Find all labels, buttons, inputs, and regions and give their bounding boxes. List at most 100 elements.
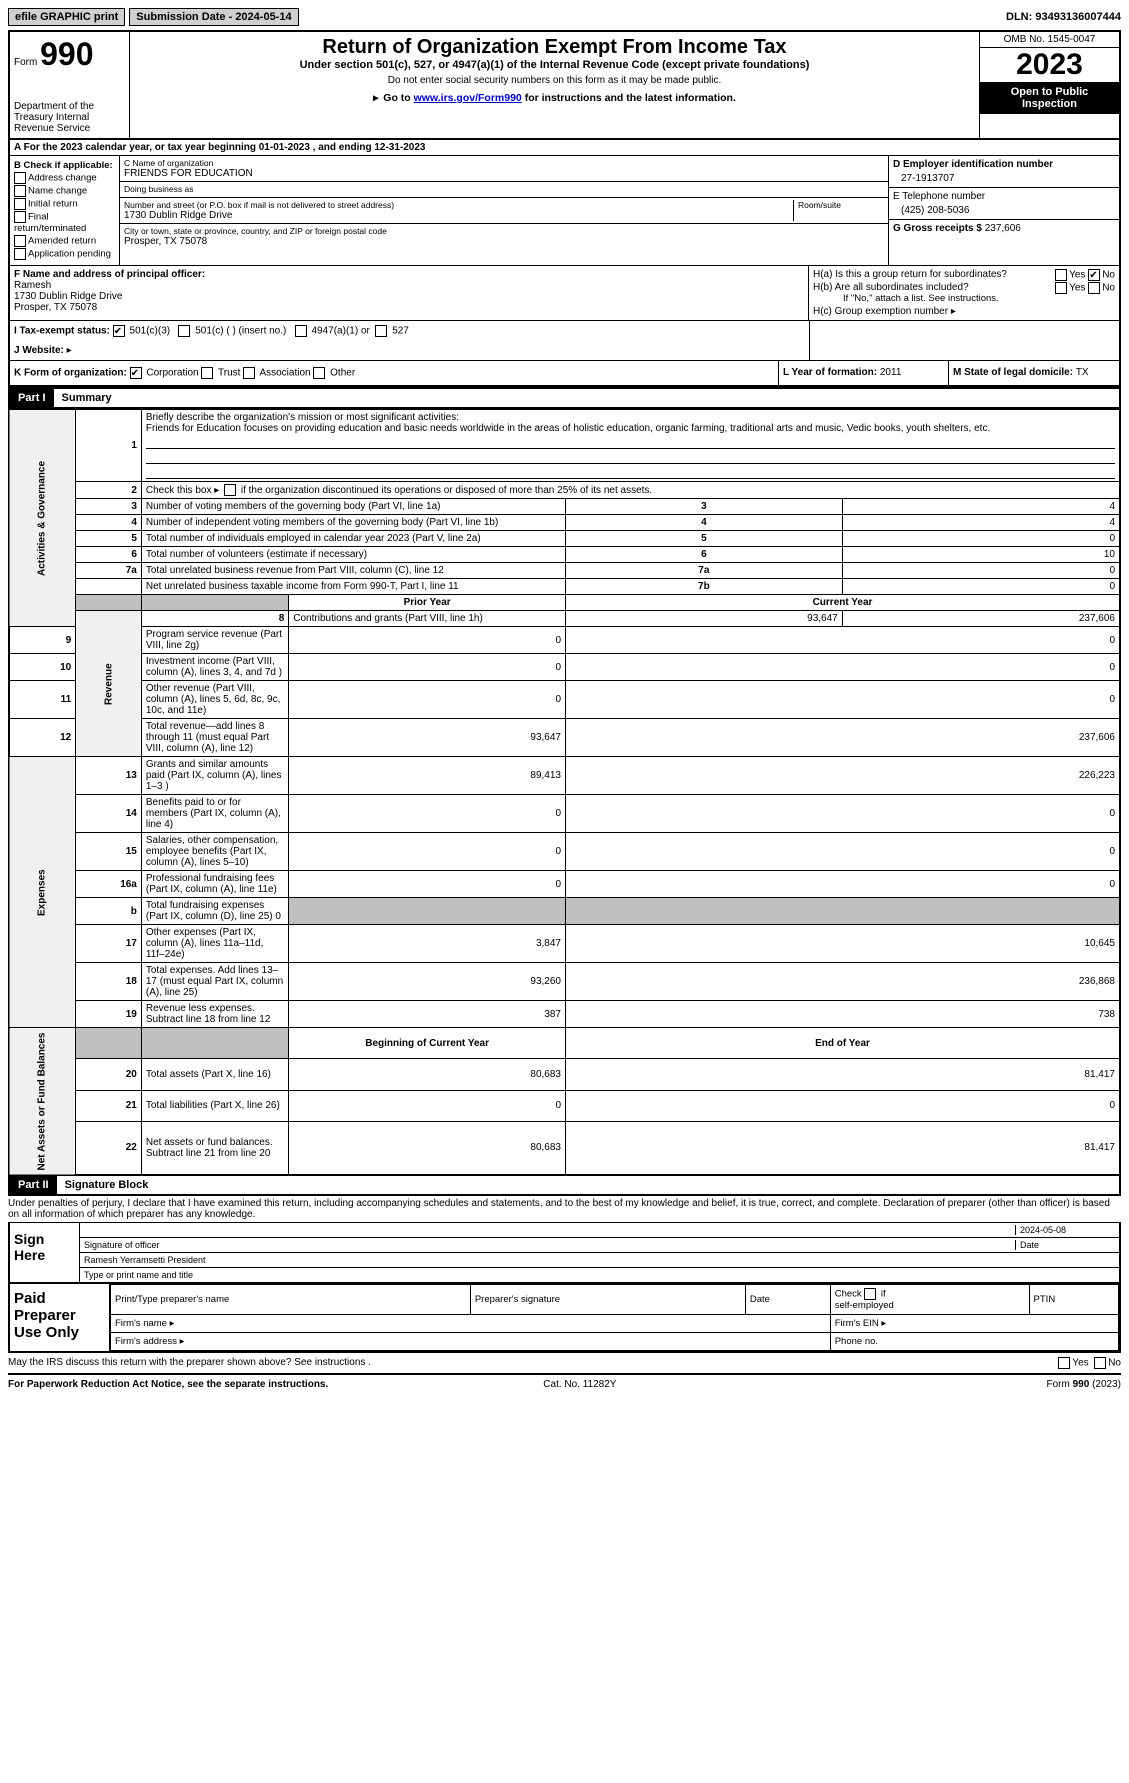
l-val: 2011	[880, 367, 902, 378]
firm-ein-label: Firm's EIN	[835, 1318, 879, 1329]
summary-table: Activities & Governance 1 Briefly descri…	[8, 409, 1121, 1176]
sig-date-label: Date	[1015, 1240, 1115, 1250]
vlabel-expenses: Expenses	[9, 757, 76, 1028]
r3-v: 4	[842, 499, 1120, 515]
m-label: M State of legal domicile:	[953, 367, 1076, 378]
cb-name-change[interactable]: Name change	[14, 185, 115, 197]
part2-hdr: Part II	[10, 1176, 57, 1194]
row-a-tax-year: A For the 2023 calendar year, or tax yea…	[8, 140, 1121, 156]
ein-value: 27-1913707	[893, 173, 1115, 184]
city-label: City or town, state or province, country…	[124, 226, 884, 236]
row-i-j: I Tax-exempt status: 501(c)(3) 501(c) ( …	[8, 321, 1121, 361]
col-c-org: C Name of organization FRIENDS FOR EDUCA…	[120, 156, 889, 265]
cb-527[interactable]	[375, 325, 387, 337]
omb-number: OMB No. 1545-0047	[980, 32, 1119, 48]
r3-d: Number of voting members of the governin…	[141, 499, 565, 515]
i-o1: 501(c)(3)	[130, 326, 171, 337]
col-end: End of Year	[566, 1028, 1121, 1059]
mission-text: Friends for Education focuses on providi…	[146, 423, 990, 434]
cb-corp[interactable]	[130, 367, 142, 379]
part1-header: Part I Summary	[8, 387, 1121, 409]
l-label: L Year of formation:	[783, 367, 880, 378]
vlabel-net-assets: Net Assets or Fund Balances	[9, 1028, 76, 1176]
discuss-yes: Yes	[1072, 1358, 1088, 1369]
prep-sig-label: Preparer's signature	[470, 1285, 745, 1315]
cb-501c3[interactable]	[113, 325, 125, 337]
part1-title: Summary	[54, 389, 120, 407]
cb-amended[interactable]: Amended return	[14, 235, 115, 247]
col-current: Current Year	[566, 595, 1121, 611]
r3-box: 3	[566, 499, 843, 515]
row-f-h: F Name and address of principal officer:…	[8, 266, 1121, 321]
city-value: Prosper, TX 75078	[124, 236, 884, 247]
cb-501c[interactable]	[178, 325, 190, 337]
phone-value: (425) 208-5036	[893, 205, 1115, 216]
entity-grid: B Check if applicable: Address change Na…	[8, 156, 1121, 266]
org-name: FRIENDS FOR EDUCATION	[124, 168, 884, 179]
discuss-text: May the IRS discuss this return with the…	[8, 1357, 371, 1369]
pra-notice: For Paperwork Reduction Act Notice, see …	[8, 1379, 328, 1390]
form-word: Form	[14, 57, 37, 68]
ha-label: H(a) Is this a group return for subordin…	[813, 269, 1007, 280]
dba-label: Doing business as	[124, 184, 193, 194]
street-label: Number and street (or P.O. box if mail i…	[124, 200, 789, 210]
cb-4947[interactable]	[295, 325, 307, 337]
m-val: TX	[1076, 367, 1089, 378]
form-footer: Form 990 (2023)	[1047, 1379, 1121, 1390]
irs-link[interactable]: www.irs.gov/Form990	[414, 92, 522, 104]
hb-note: If "No," attach a list. See instructions…	[813, 293, 1115, 304]
top-bar: efile GRAPHIC print Submission Date - 20…	[8, 8, 1121, 26]
cb-address-change[interactable]: Address change	[14, 172, 115, 184]
i-o4: 527	[392, 326, 409, 337]
prep-check-label: Check ifself-employed	[830, 1285, 1029, 1315]
col-d-right: D Employer identification number 27-1913…	[889, 156, 1119, 265]
col-b-checkboxes: B Check if applicable: Address change Na…	[10, 156, 120, 265]
cat-no: Cat. No. 11282Y	[543, 1379, 616, 1390]
q1-label: Briefly describe the organization's miss…	[146, 412, 459, 423]
footer-bar: For Paperwork Reduction Act Notice, see …	[8, 1373, 1121, 1394]
vlabel-activities: Activities & Governance	[9, 410, 76, 627]
ha-row: H(a) Is this a group return for subordin…	[813, 269, 1115, 280]
part2-header: Part II Signature Block	[8, 1176, 1121, 1196]
cb-other[interactable]	[313, 367, 325, 379]
gross-value: 237,606	[985, 223, 1021, 234]
ha-yes: Yes	[1069, 270, 1085, 281]
ha-no: No	[1102, 270, 1115, 281]
cb-initial-return[interactable]: Initial return	[14, 198, 115, 210]
sign-here-label: Sign Here	[10, 1223, 80, 1282]
signature-block: Sign Here 2024-05-08 Signature of office…	[8, 1222, 1121, 1284]
b-label: B Check if applicable:	[14, 160, 115, 171]
hc-row: H(c) Group exemption number	[813, 306, 1115, 317]
form-title: Return of Organization Exempt From Incom…	[134, 36, 975, 59]
cb-final-return[interactable]: Final return/terminated	[14, 211, 115, 234]
cb-trust[interactable]	[201, 367, 213, 379]
i-label: I Tax-exempt status:	[14, 326, 110, 337]
form-header: Form 990 Department of the Treasury Inte…	[8, 30, 1121, 140]
k-assoc: Association	[259, 368, 310, 379]
firm-phone-label: Phone no.	[830, 1333, 1118, 1351]
goto-pre: Go to	[383, 92, 413, 104]
cb-app-pending[interactable]: Application pending	[14, 248, 115, 260]
prep-label: Paid Preparer Use Only	[10, 1284, 110, 1351]
q2-text: Check this box if the organization disco…	[146, 485, 652, 496]
r3-n: 3	[76, 499, 142, 515]
ein-label: D Employer identification number	[893, 159, 1115, 170]
i-o2: 501(c) ( ) (insert no.)	[195, 326, 286, 337]
sig-date: 2024-05-08	[1015, 1225, 1115, 1235]
k-label: K Form of organization:	[14, 368, 127, 379]
phone-label: E Telephone number	[893, 191, 1115, 202]
cb-assoc[interactable]	[243, 367, 255, 379]
officer-city: Prosper, TX 75078	[14, 302, 804, 313]
efile-print-button[interactable]: efile GRAPHIC print	[8, 8, 125, 26]
discuss-no: No	[1108, 1358, 1121, 1369]
i-o3: 4947(a)(1) or	[311, 326, 369, 337]
room-label: Room/suite	[798, 200, 884, 210]
vlabel-revenue: Revenue	[76, 611, 142, 757]
prep-date-label: Date	[745, 1285, 830, 1315]
paid-preparer: Paid Preparer Use Only Print/Type prepar…	[8, 1284, 1121, 1353]
prep-ptin-label: PTIN	[1029, 1285, 1118, 1315]
goto-post: for instructions and the latest informat…	[525, 92, 736, 104]
prep-print-label: Print/Type preparer's name	[111, 1285, 471, 1315]
a-mid: , and ending	[313, 142, 375, 153]
row-k-l-m: K Form of organization: Corporation Trus…	[8, 361, 1121, 387]
